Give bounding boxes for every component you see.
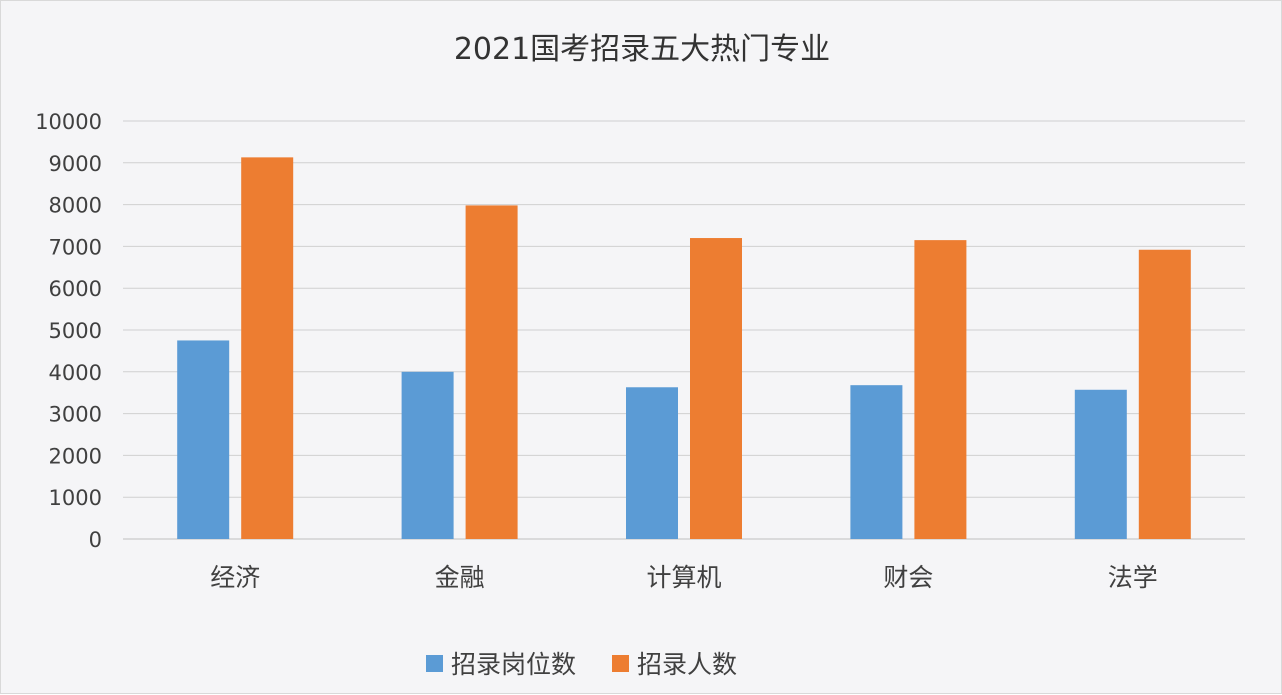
- y-tick-label: 2000: [49, 444, 102, 468]
- y-tick-label: 3000: [49, 403, 102, 427]
- legend-label: 招录岗位数: [451, 650, 576, 679]
- bar-recruits-3: [914, 240, 967, 539]
- y-tick-label: 4000: [49, 361, 102, 385]
- category-label: 经济: [210, 563, 260, 592]
- legend: 招录岗位数 招录人数: [426, 650, 737, 679]
- y-tick-label: 0: [89, 528, 102, 552]
- y-axis-ticks: 0 1000 2000 3000 4000 5000 6000 7000 8000 9000 100…: [35, 110, 102, 552]
- category-label: 金融: [435, 563, 485, 592]
- y-tick-label: 7000: [49, 235, 102, 259]
- bar-positions-1: [401, 371, 454, 539]
- grid-layer: [123, 120, 1245, 540]
- legend-swatch: [612, 655, 629, 672]
- bar-positions-3: [850, 385, 903, 539]
- category-label: 法学: [1108, 563, 1158, 592]
- y-tick-label: 9000: [49, 152, 102, 176]
- bars: [177, 157, 1191, 540]
- legend-label: 招录人数: [637, 650, 737, 679]
- category-label: 计算机: [646, 563, 721, 592]
- chart-title: 2021国考招录五大热门专业: [454, 32, 830, 67]
- y-tick-label: 8000: [49, 194, 102, 218]
- y-tick-label: 6000: [49, 277, 102, 301]
- bar-recruits-1: [465, 205, 518, 539]
- bar-recruits-4: [1138, 249, 1191, 539]
- bar-positions-0: [177, 340, 230, 539]
- category-label: 财会: [883, 563, 933, 592]
- y-tick-label: 1000: [49, 486, 102, 510]
- bar-positions-4: [1074, 389, 1127, 539]
- bar-recruits-0: [241, 157, 294, 539]
- bar-recruits-2: [690, 238, 742, 540]
- y-tick-label: 10000: [35, 110, 102, 134]
- legend-swatch: [426, 655, 443, 672]
- x-axis-categories: 经济 金融 计算机 财会 法学: [210, 563, 1158, 592]
- bar-positions-2: [626, 387, 678, 539]
- y-tick-label: 5000: [49, 319, 102, 343]
